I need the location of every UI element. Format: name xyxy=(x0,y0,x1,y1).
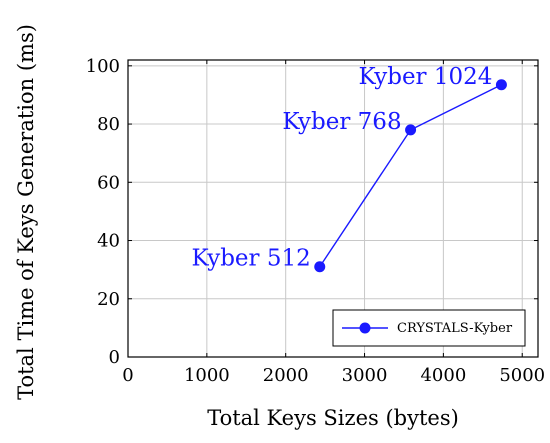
data-point xyxy=(314,261,326,273)
data-point xyxy=(405,124,417,136)
data-label: Kyber 1024 xyxy=(359,64,493,90)
y-axis-title: Total Time of Keys Generation (ms) xyxy=(14,24,38,400)
x-tick-label: 5000 xyxy=(499,365,545,386)
data-point xyxy=(495,79,507,91)
data-label: Kyber 512 xyxy=(192,246,311,272)
legend-label: CRYSTALS-Kyber xyxy=(397,321,513,336)
grid xyxy=(128,60,538,357)
point-labels: Kyber 512 Kyber 768 Kyber 1024 xyxy=(192,64,493,272)
y-tick-label: 100 xyxy=(86,56,120,77)
x-tick-label: 2000 xyxy=(263,365,309,386)
y-tick-label: 40 xyxy=(97,231,120,252)
x-tick-label: 3000 xyxy=(342,365,388,386)
data-label: Kyber 768 xyxy=(282,109,401,135)
tick-labels: 0 1000 2000 3000 4000 5000 0 20 40 60 80 100 xyxy=(86,56,545,386)
x-tick-label: 4000 xyxy=(420,365,466,386)
x-tick-label: 1000 xyxy=(184,365,230,386)
y-tick-label: 20 xyxy=(97,289,120,310)
plot-frame xyxy=(127,59,539,358)
axes xyxy=(127,59,539,358)
y-tick-label: 0 xyxy=(109,347,120,368)
y-tick-label: 60 xyxy=(97,172,120,193)
x-axis-title: Total Keys Sizes (bytes) xyxy=(207,406,459,430)
legend: CRYSTALS-Kyber xyxy=(332,309,526,347)
x-tick-label: 0 xyxy=(122,365,133,386)
series-group xyxy=(314,79,507,273)
y-tick-label: 80 xyxy=(97,114,120,135)
legend-marker xyxy=(359,322,371,334)
